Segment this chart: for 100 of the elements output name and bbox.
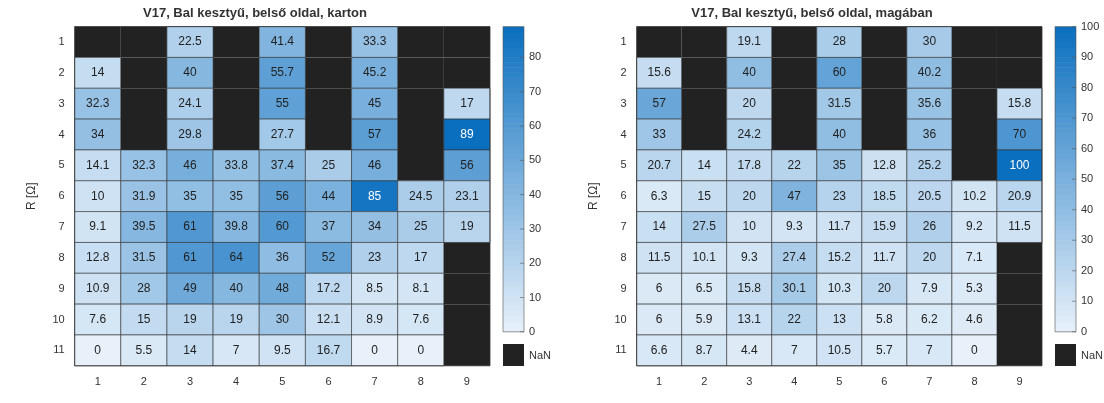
x-tick-label: 5	[279, 375, 286, 388]
data-label: 19	[460, 219, 474, 234]
data-label: 0	[371, 342, 379, 357]
y-tick-label: 9	[58, 281, 65, 294]
y-tick-label: 9	[620, 281, 627, 294]
data-label: 40	[742, 65, 757, 80]
data-label: 27.4	[782, 250, 807, 265]
data-label: 20	[877, 281, 892, 296]
data-label: 6.2	[921, 311, 939, 326]
color-bar-label: 20	[1081, 263, 1094, 276]
data-label: 23	[832, 188, 847, 203]
data-label: 31.9	[132, 188, 156, 203]
data-label: 17	[460, 96, 474, 110]
color-bar-label: 30	[1081, 233, 1094, 246]
data-label: 37	[321, 219, 336, 234]
data-label: 17.8	[737, 157, 762, 172]
x-tick-label: 1	[94, 375, 101, 388]
data-label: 6	[655, 311, 663, 326]
data-label: 9.2	[966, 219, 984, 234]
data-label: 18.5	[872, 188, 897, 203]
data-label: 17.2	[316, 281, 341, 296]
color-bar-label: 60	[1081, 141, 1094, 154]
data-label: 24.5	[409, 188, 433, 203]
data-label: 33.3	[362, 34, 387, 49]
data-label: 85	[367, 188, 382, 203]
data-label: 9.3	[785, 219, 803, 234]
data-label: 20	[922, 250, 937, 265]
y-tick-label: 10	[614, 312, 627, 325]
data-label: 19	[183, 311, 198, 326]
data-label: 15.8	[1007, 96, 1032, 110]
data-label: 7	[790, 342, 798, 357]
x-tick-label: 8	[971, 375, 978, 388]
data-label: 14	[91, 65, 105, 80]
data-label: 40	[229, 281, 244, 296]
color-bar-label: 40	[529, 187, 542, 200]
color-bar-label: 0	[1081, 324, 1088, 337]
x-tick-label: 5	[836, 375, 843, 388]
data-label: 32.3	[132, 157, 156, 172]
data-label: 41.4	[270, 34, 295, 49]
data-label: 61	[183, 219, 198, 234]
data-label: 30	[275, 311, 290, 326]
data-label: 23	[367, 250, 382, 265]
data-label: 11.7	[873, 250, 896, 265]
x-tick-label: 2	[701, 375, 708, 388]
data-label: 5.5	[135, 342, 153, 357]
x-tick-label: 2	[140, 375, 147, 388]
x-tick-label: 4	[791, 375, 798, 388]
data-label: 24.1	[178, 96, 203, 110]
data-label: 60	[832, 65, 847, 80]
y-tick-label: 3	[58, 96, 65, 109]
x-tick-label: 3	[186, 375, 194, 388]
data-label: 19.1	[737, 34, 762, 49]
color-bar-label: 0	[529, 324, 536, 337]
data-label: 0	[417, 342, 425, 357]
data-label: 10.2	[962, 188, 987, 203]
data-label: 31.5	[827, 96, 852, 110]
data-label: 34	[91, 126, 105, 141]
y-tick-label: 6	[620, 189, 627, 202]
y-tick-label: 11	[53, 343, 65, 356]
color-bar-label: 30	[529, 221, 542, 234]
x-tick-label: 9	[1016, 375, 1023, 388]
x-tick-label: 9	[463, 375, 470, 388]
data-label: 5.7	[876, 342, 894, 357]
data-label: 4.4	[740, 342, 758, 357]
data-label: 6	[655, 281, 663, 296]
data-label: 10.5	[827, 342, 852, 357]
data-label: 39.5	[132, 219, 156, 234]
data-label: 30	[922, 34, 937, 49]
data-label: 4.6	[966, 311, 984, 326]
data-label: 20	[742, 96, 757, 110]
data-label: 0	[971, 342, 979, 357]
data-label: 46	[367, 157, 382, 172]
data-label: 15.6	[647, 65, 672, 80]
x-tick-label: 1	[656, 375, 663, 388]
data-label: 36	[922, 126, 937, 141]
y-tick-label: 8	[58, 250, 65, 263]
x-tick-label: 8	[417, 375, 424, 388]
data-label: 64	[229, 250, 244, 265]
y-tick-label: 3	[620, 96, 627, 109]
data-label: 34	[367, 219, 382, 234]
data-label: 20.5	[917, 188, 942, 203]
data-label: 10.9	[86, 281, 110, 296]
data-label: 5.8	[876, 311, 894, 326]
color-bar-label: 60	[529, 119, 542, 132]
data-label: 27.7	[270, 126, 295, 141]
data-label: 7	[926, 342, 934, 357]
text: NaN	[529, 348, 552, 361]
color-bar-label: 50	[1081, 172, 1094, 185]
y-tick-label: 2	[58, 65, 65, 78]
chart-title: V17, Bal kesztyű, belső oldal, magában	[691, 5, 933, 21]
data-label: 12.8	[86, 250, 110, 265]
color-bar-label: 10	[529, 290, 542, 303]
data-label: 37.4	[270, 157, 295, 172]
data-label: 22	[787, 311, 802, 326]
data-label: 57	[652, 96, 667, 110]
data-label: 12.1	[316, 311, 341, 326]
data-label: 48	[275, 281, 290, 296]
data-label: 6.5	[695, 281, 713, 296]
data-label: 13.1	[737, 311, 762, 326]
data-label: 22.5	[178, 34, 203, 49]
